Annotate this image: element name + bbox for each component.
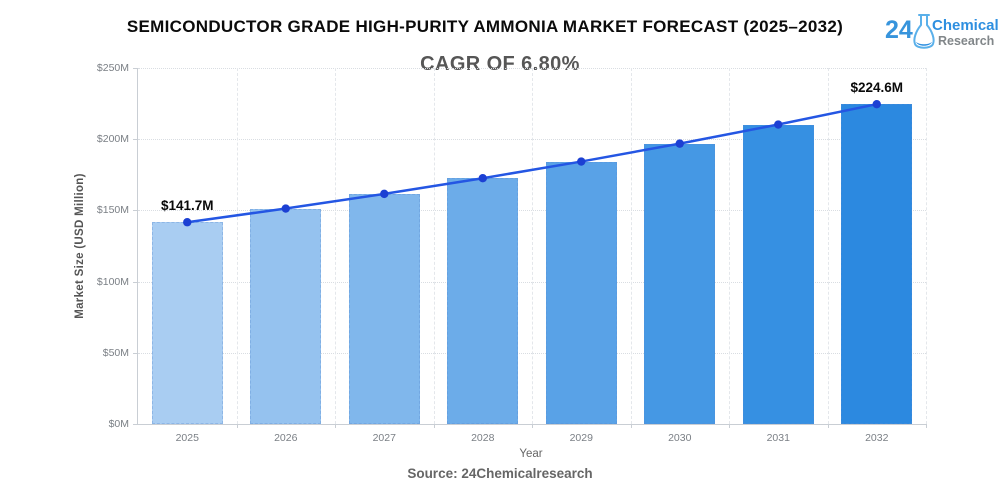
y-tick-mark <box>133 424 138 425</box>
x-tick-label: 2032 <box>865 432 889 444</box>
data-point <box>577 157 586 166</box>
gridline-vertical <box>827 68 829 424</box>
data-point <box>872 99 881 109</box>
source-caption: Source: 24Chemicalresearch <box>407 466 593 481</box>
data-point <box>380 189 389 199</box>
plot-area: $0M $50M $100M $150M $200M $250M 2025 2026 2027 2… <box>97 62 927 444</box>
y-tick-mark <box>133 139 138 141</box>
data-point <box>281 204 290 213</box>
x-tick-mark <box>335 424 336 428</box>
gridline-vertical <box>926 68 927 424</box>
gridline-vertical <box>630 68 632 424</box>
trend-line <box>187 102 878 224</box>
y-tick-label: $250M <box>96 62 129 74</box>
y-tick-label: $0M <box>108 418 129 430</box>
logo-number: 24 <box>885 16 913 44</box>
x-tick-mark <box>433 424 435 428</box>
gridline-vertical <box>335 68 336 424</box>
x-tick-label: 2027 <box>372 432 396 444</box>
data-point <box>774 120 783 129</box>
data-point <box>675 139 684 148</box>
bar-2025 <box>151 222 223 424</box>
gridline-vertical <box>532 68 533 424</box>
logo-text-chemical: Chemical <box>932 17 999 34</box>
y-tick-label: $200M <box>96 133 129 146</box>
x-tick-label: 2031 <box>766 432 790 444</box>
flask-icon <box>913 14 935 49</box>
data-label: $224.6M <box>850 80 904 96</box>
y-tick-label: $50M <box>102 346 129 359</box>
x-tick-mark <box>236 424 238 428</box>
x-tick-mark <box>729 424 730 428</box>
cagr-subtitle: CAGR OF 6.80% <box>420 53 580 75</box>
bar-2032 <box>841 104 913 424</box>
gridline-vertical <box>433 68 435 424</box>
logo-text-research: Research <box>938 34 995 48</box>
bar-2031 <box>742 124 814 424</box>
y-tick-mark <box>133 210 138 212</box>
y-tick-label: $100M <box>96 275 129 288</box>
x-tick-mark <box>630 424 632 428</box>
y-tick-mark <box>133 352 138 354</box>
y-tick-mark <box>133 281 138 283</box>
data-label: $141.7M <box>160 198 214 214</box>
trend-line-layer <box>183 99 881 227</box>
bar-2030 <box>644 143 716 424</box>
bar-2028 <box>447 178 519 424</box>
x-axis-title: Year <box>519 448 543 460</box>
y-tick-mark <box>133 68 138 69</box>
y-tick-label: $150M <box>96 204 129 217</box>
gridline-vertical <box>729 68 730 424</box>
x-tick-label: 2026 <box>274 432 298 444</box>
x-tick-label: 2028 <box>471 432 495 444</box>
data-point <box>183 218 192 227</box>
x-tick-label: 2029 <box>569 432 593 444</box>
gridline-vertical <box>236 68 238 424</box>
data-point <box>478 174 487 183</box>
x-tick-mark <box>926 424 927 428</box>
brand-logo: 24 Chemical Research <box>885 10 999 54</box>
chart-title: SEMICONDUCTOR GRADE HIGH-PURITY AMMONIA … <box>126 17 844 36</box>
x-tick-mark <box>827 424 829 428</box>
x-tick-label: 2030 <box>668 432 692 444</box>
x-tick-mark <box>532 424 533 428</box>
x-tick-label: 2025 <box>175 432 199 444</box>
y-axis-title: Market Size (USD Million) <box>74 173 86 319</box>
